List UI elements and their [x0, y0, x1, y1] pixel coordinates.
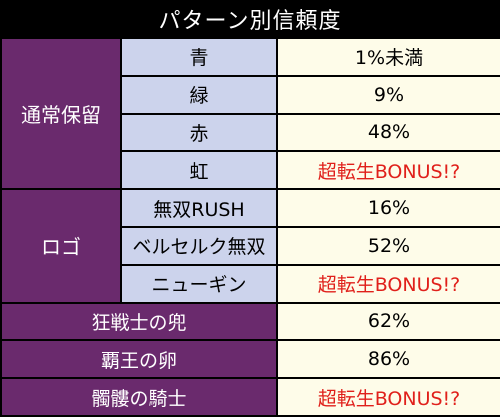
- reliability-value: 86%: [276, 339, 500, 380]
- group-label-hold: 通常保留: [0, 36, 122, 191]
- table-row: 覇王の卵 86%: [0, 339, 500, 380]
- pattern-label: 緑: [120, 74, 278, 115]
- pattern-label: 虹: [120, 150, 278, 191]
- reliability-table: 通常保留 青 1%未満 緑 9% 赤 48% 虹 超転生BONUS!? ロゴ 無…: [0, 36, 500, 417]
- reliability-value-bonus: 超転生BONUS!?: [276, 150, 500, 191]
- reliability-value: 1%未満: [276, 37, 500, 77]
- pattern-label-wide: 覇王の卵: [0, 339, 278, 380]
- table-row: 髑髏の騎士 超転生BONUS!?: [0, 377, 500, 417]
- table-row: ベルセルク無双 52%: [1, 225, 500, 266]
- pattern-label: 赤: [120, 112, 278, 153]
- table-row: 虹 超転生BONUS!?: [1, 150, 500, 191]
- table-row: 赤 48%: [1, 112, 500, 153]
- table-row: 狂戦士の兜 62%: [0, 301, 500, 342]
- reliability-value: 48%: [276, 112, 500, 153]
- reliability-value: 16%: [276, 188, 500, 228]
- table-row: ロゴ 無双RUSH 16%: [0, 188, 500, 304]
- pattern-label: ニューギン: [120, 263, 278, 304]
- table-row: ニューギン 超転生BONUS!?: [1, 263, 500, 304]
- pattern-label: 青: [120, 37, 278, 77]
- table-row: 通常保留 青 1%未満: [0, 36, 500, 191]
- reliability-value-bonus: 超転生BONUS!?: [276, 263, 500, 304]
- reliability-value: 9%: [276, 74, 500, 115]
- pattern-label: ベルセルク無双: [120, 225, 278, 266]
- pattern-label: 無双RUSH: [120, 188, 278, 228]
- page-title: パターン別信頼度: [158, 8, 342, 34]
- pattern-label-wide: 狂戦士の兜: [0, 301, 278, 342]
- pattern-label-wide: 髑髏の騎士: [0, 377, 278, 417]
- reliability-value: 62%: [276, 301, 500, 342]
- group-label-logo: ロゴ: [0, 188, 122, 304]
- reliability-value: 52%: [276, 225, 500, 266]
- reliability-value-bonus: 超転生BONUS!?: [276, 377, 500, 417]
